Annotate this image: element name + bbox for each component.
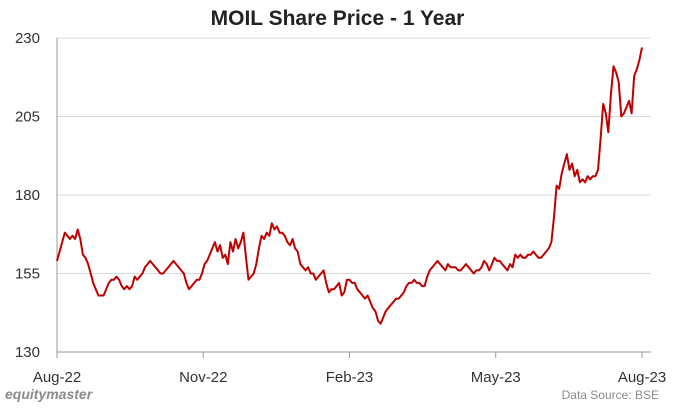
x-tick-label: Feb-23 [326,369,374,386]
x-tick-label: Aug-23 [618,369,666,386]
y-tick-label: 205 [15,109,40,126]
y-tick-label: 180 [15,187,40,204]
series [56,47,643,325]
price-line [56,47,643,325]
brand-logo: equitymaster [5,386,93,402]
y-tick-label: 155 [15,266,40,283]
x-tick-label: Aug-22 [33,369,81,386]
chart-title: MOIL Share Price - 1 Year [210,7,465,30]
x-tick-label: May-23 [471,369,521,386]
x-axis: Aug-22 Nov-22 Feb-23 May-23 Aug-23 [33,38,666,386]
data-source-note: Data Source: BSE [561,388,659,402]
y-axis: 130 155 180 205 230 [15,30,40,361]
gridlines [57,37,651,353]
x-tick-label: Nov-22 [179,369,227,386]
y-tick-label: 130 [15,344,40,361]
y-tick-label: 230 [15,30,40,47]
